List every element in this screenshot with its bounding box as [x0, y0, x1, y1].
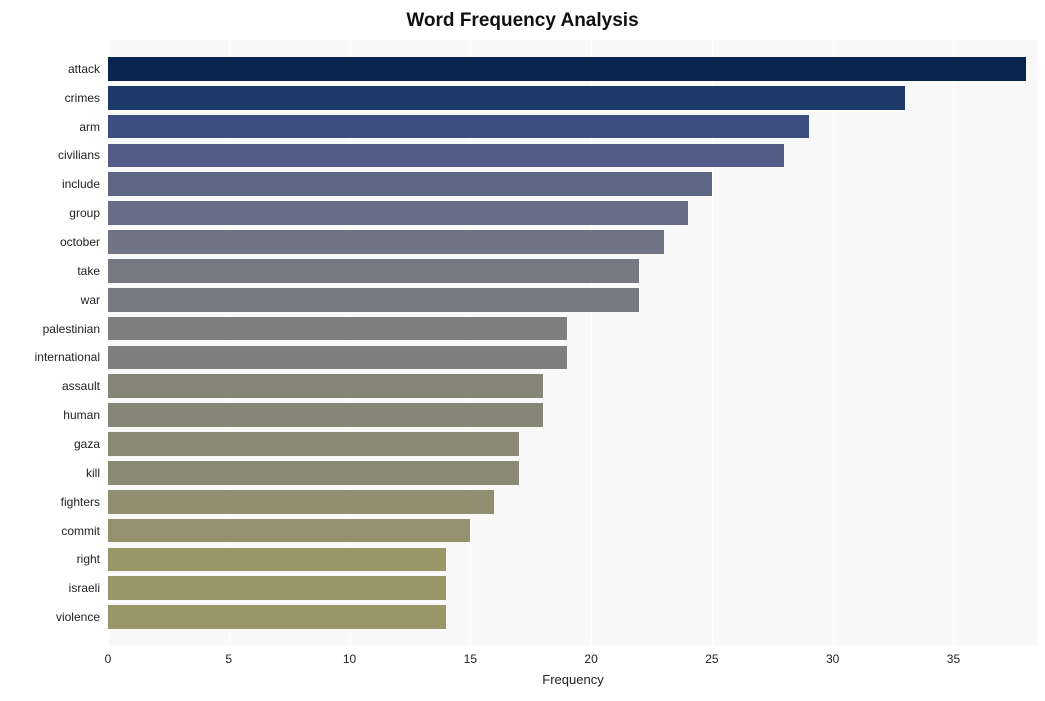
- y-tick-label: israeli: [0, 581, 100, 595]
- y-tick-label: arm: [0, 120, 100, 134]
- bar: [108, 172, 712, 196]
- y-tick-label: include: [0, 177, 100, 191]
- y-tick-label: crimes: [0, 91, 100, 105]
- y-tick-label: assault: [0, 379, 100, 393]
- x-tick-label: 15: [464, 652, 477, 666]
- chart-title: Word Frequency Analysis: [0, 10, 1045, 32]
- bar: [108, 288, 639, 312]
- y-tick-label: group: [0, 206, 100, 220]
- bar: [108, 432, 519, 456]
- bar: [108, 346, 567, 370]
- y-tick-label: human: [0, 408, 100, 422]
- bar: [108, 144, 784, 168]
- y-tick-label: gaza: [0, 437, 100, 451]
- x-axis-label: Frequency: [542, 672, 603, 687]
- bar: [108, 519, 470, 543]
- bar: [108, 259, 639, 283]
- word-frequency-chart: Word Frequency Analysis Frequency 0 5 10 15…: [0, 0, 1045, 701]
- bar: [108, 374, 543, 398]
- bar: [108, 461, 519, 485]
- y-tick-label: civilians: [0, 148, 100, 162]
- y-tick-label: october: [0, 235, 100, 249]
- x-tick-label: 30: [826, 652, 839, 666]
- bar: [108, 86, 905, 110]
- x-tick-label: 10: [343, 652, 356, 666]
- bar: [108, 490, 494, 514]
- bar: [108, 57, 1026, 81]
- bar: [108, 115, 809, 139]
- y-tick-label: violence: [0, 610, 100, 624]
- x-tick-label: 20: [584, 652, 597, 666]
- y-tick-label: kill: [0, 466, 100, 480]
- y-tick-label: war: [0, 293, 100, 307]
- x-tick-label: 5: [225, 652, 232, 666]
- x-tick-label: 0: [105, 652, 112, 666]
- bar: [108, 230, 664, 254]
- y-tick-label: fighters: [0, 495, 100, 509]
- y-tick-label: international: [0, 350, 100, 364]
- bar: [108, 317, 567, 341]
- y-tick-label: right: [0, 552, 100, 566]
- y-tick-label: take: [0, 264, 100, 278]
- bar: [108, 201, 688, 225]
- grid-line: [953, 40, 954, 646]
- bar: [108, 403, 543, 427]
- bar: [108, 548, 446, 572]
- x-tick-label: 25: [705, 652, 718, 666]
- bar: [108, 605, 446, 629]
- x-tick-label: 35: [947, 652, 960, 666]
- y-tick-label: palestinian: [0, 322, 100, 336]
- bar: [108, 576, 446, 600]
- y-tick-label: commit: [0, 524, 100, 538]
- y-tick-label: attack: [0, 62, 100, 76]
- grid-line: [833, 40, 834, 646]
- plot-area: [108, 40, 1038, 646]
